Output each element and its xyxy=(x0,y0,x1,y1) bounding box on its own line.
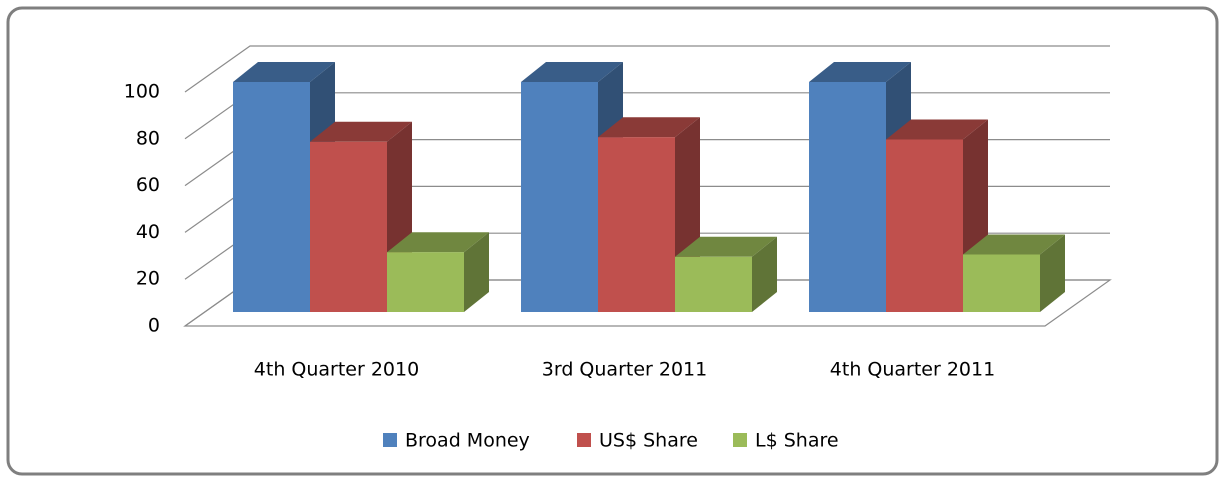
y-tick-label: 40 xyxy=(136,221,160,243)
bar-top xyxy=(310,121,412,142)
bar-side xyxy=(464,232,489,312)
grid-line xyxy=(184,45,1110,93)
bar xyxy=(387,252,464,312)
bar xyxy=(233,82,310,312)
bar-top xyxy=(233,62,335,82)
y-tick-label: 0 xyxy=(148,315,160,337)
bar-top xyxy=(809,62,911,82)
y-tick-label: 100 xyxy=(124,81,160,103)
y-tick-label: 60 xyxy=(136,174,160,196)
legend-swatch xyxy=(383,433,397,447)
x-tick-label: 4th Quarter 2010 xyxy=(254,359,419,381)
x-tick-label: 3rd Quarter 2011 xyxy=(542,359,707,381)
legend-label: Broad Money xyxy=(405,430,530,452)
bar-top xyxy=(598,117,700,138)
legend-label: US$ Share xyxy=(599,430,698,452)
bar xyxy=(521,82,598,312)
bar xyxy=(598,137,675,312)
y-tick-label: 20 xyxy=(136,268,160,290)
bar xyxy=(886,139,963,312)
bar-top xyxy=(521,62,623,82)
legend-swatch xyxy=(733,433,747,447)
bar-top xyxy=(886,119,988,140)
legend-label: L$ Share xyxy=(755,430,839,452)
bar xyxy=(963,254,1040,312)
x-tick-label: 4th Quarter 2011 xyxy=(830,359,995,381)
bar-top xyxy=(963,234,1065,255)
y-tick-label: 80 xyxy=(136,127,160,149)
bar xyxy=(310,141,387,312)
bar-top xyxy=(675,236,777,257)
bar-side xyxy=(1040,234,1065,312)
bar-top xyxy=(387,232,489,253)
bar-side xyxy=(752,236,777,312)
legend-swatch xyxy=(577,433,591,447)
bar xyxy=(675,256,752,312)
bar xyxy=(809,82,886,312)
